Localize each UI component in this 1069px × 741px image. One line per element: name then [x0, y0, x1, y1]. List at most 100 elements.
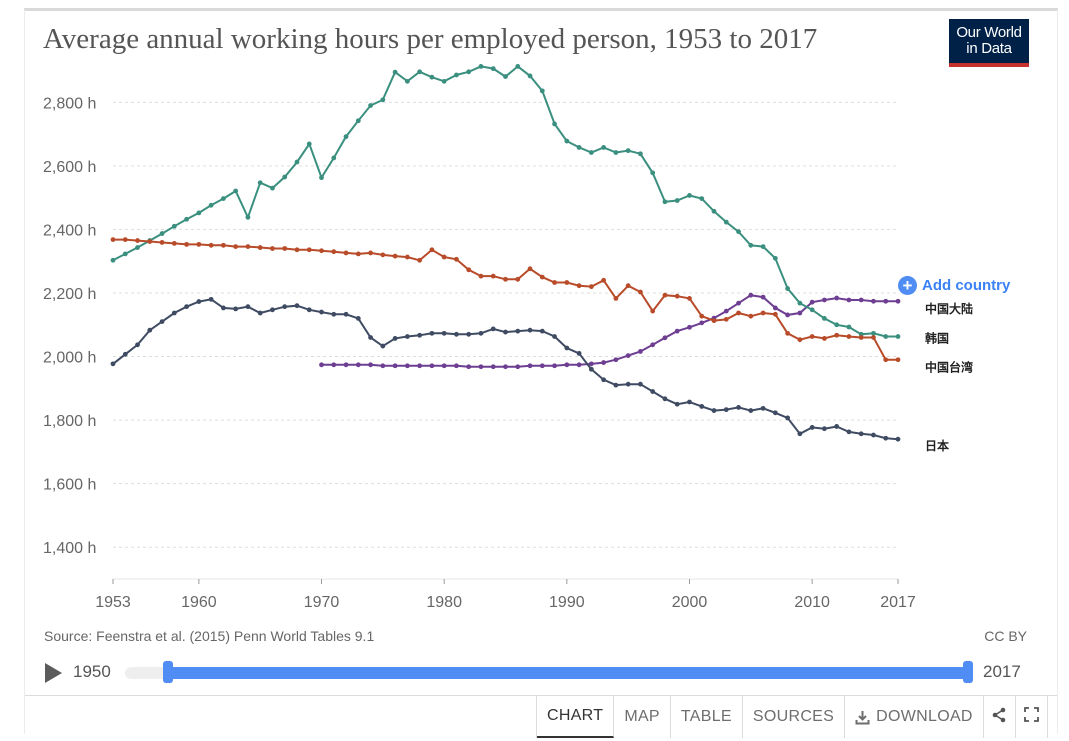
series-point: [368, 362, 373, 368]
series-point: [552, 363, 557, 369]
series-point: [331, 311, 337, 317]
series-point: [294, 303, 300, 309]
series-point: [245, 214, 251, 220]
series-point: [220, 242, 226, 248]
series-point: [368, 103, 373, 108]
series-point: [355, 251, 361, 257]
tab-sources[interactable]: SOURCES: [743, 696, 846, 738]
series-line: [112, 65, 898, 338]
share-icon: [991, 707, 1007, 728]
series-point: [809, 307, 815, 313]
series-point: [245, 304, 251, 310]
series-point: [184, 216, 189, 222]
series-point: [846, 297, 852, 303]
series-point: [159, 240, 165, 245]
series-point: [454, 363, 459, 369]
series-end-label: 中国大陆: [925, 301, 973, 316]
license-label[interactable]: CC BY: [984, 628, 1027, 644]
series-end-label: 韩国: [925, 330, 949, 345]
tab-download-label: DOWNLOAD: [876, 708, 973, 725]
series-point: [135, 245, 140, 250]
timeline-start-handle[interactable]: [163, 661, 173, 683]
series-point: [527, 363, 533, 369]
series-point: [503, 364, 508, 370]
series-point: [748, 408, 754, 413]
owid-logo[interactable]: Our World in Data: [949, 19, 1029, 67]
series-point: [871, 298, 876, 304]
y-tick-label: 1,600 h: [43, 477, 96, 494]
series-point: [478, 273, 484, 279]
series-point: [478, 64, 484, 69]
series-point: [294, 159, 300, 165]
share-button[interactable]: [984, 696, 1016, 738]
series-point: [110, 237, 116, 242]
series-point: [699, 196, 705, 202]
series-point: [122, 251, 128, 257]
series-point: [503, 276, 508, 282]
series-point: [466, 267, 472, 273]
series-point: [417, 257, 423, 263]
series-point: [785, 415, 791, 421]
series-point: [515, 64, 521, 69]
tab-table[interactable]: TABLE: [671, 696, 743, 738]
series-point: [380, 343, 386, 349]
series-point: [233, 244, 239, 249]
series-point: [723, 407, 729, 413]
series-point: [711, 318, 717, 324]
series-point: [552, 334, 557, 339]
series-point: [135, 238, 140, 243]
series-point: [392, 69, 398, 75]
series-point: [576, 362, 582, 368]
series-point: [711, 208, 717, 214]
series-point: [871, 432, 876, 438]
play-icon[interactable]: [45, 663, 62, 683]
series-point: [883, 334, 889, 339]
chart-card: Average annual working hours per employe…: [24, 8, 1058, 738]
series-point: [613, 382, 619, 388]
tab-map[interactable]: MAP: [614, 696, 671, 738]
series-point: [331, 362, 337, 368]
series-point: [196, 299, 202, 304]
series-point: [760, 244, 766, 249]
series-point: [503, 329, 508, 335]
series-point: [208, 202, 214, 208]
series-point: [441, 78, 447, 84]
fullscreen-button[interactable]: [1016, 696, 1048, 738]
series-point: [638, 349, 643, 354]
series-point: [625, 353, 631, 358]
series-point: [625, 148, 631, 154]
timeline-end-handle[interactable]: [963, 661, 973, 683]
series-point: [650, 342, 656, 348]
series-point: [674, 198, 680, 203]
series-point: [441, 254, 447, 260]
series-point: [539, 328, 545, 334]
series-point: [306, 307, 312, 313]
series-point: [184, 304, 189, 310]
series-point: [466, 69, 472, 75]
series-point: [601, 360, 607, 365]
tab-chart[interactable]: CHART: [537, 696, 615, 738]
series-point: [687, 295, 692, 301]
source-note[interactable]: Source: Feenstra et al. (2015) Penn Worl…: [44, 628, 375, 644]
series-point: [147, 327, 153, 333]
series-point: [809, 425, 815, 430]
series-point: [552, 121, 557, 127]
add-country-button[interactable]: + Add country: [898, 276, 1010, 295]
tab-download[interactable]: DOWNLOAD: [845, 696, 984, 738]
series-point: [454, 72, 459, 78]
series-point: [343, 311, 349, 317]
tab-list: CHART MAP TABLE SOURCES DOWNLOAD: [536, 696, 1048, 738]
series-point: [257, 310, 263, 316]
series-point: [797, 337, 803, 343]
series-point: [490, 66, 496, 72]
series-point: [245, 244, 251, 249]
series-point: [822, 336, 827, 341]
x-tick-label: 1970: [304, 594, 340, 611]
series-point: [785, 330, 791, 336]
series-point: [588, 284, 594, 290]
x-tick-label: 2000: [672, 594, 708, 611]
series-point: [834, 295, 840, 301]
series-point: [539, 274, 545, 280]
timeline-selected-range[interactable]: [168, 667, 971, 679]
series-point: [380, 97, 386, 103]
